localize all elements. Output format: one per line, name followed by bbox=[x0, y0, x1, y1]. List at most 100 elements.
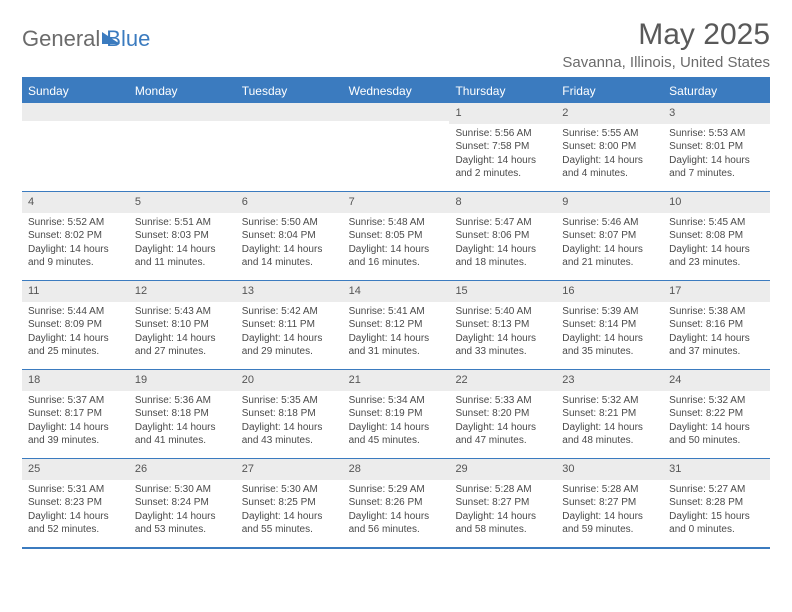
daylight-line: Daylight: 14 hours and 2 minutes. bbox=[455, 154, 550, 181]
day-details: Sunrise: 5:51 AMSunset: 8:03 PMDaylight:… bbox=[129, 213, 236, 276]
day-details: Sunrise: 5:48 AMSunset: 8:05 PMDaylight:… bbox=[343, 213, 450, 276]
sunrise-line: Sunrise: 5:51 AM bbox=[135, 216, 230, 230]
day-number: 18 bbox=[22, 370, 129, 391]
sunset-line: Sunset: 8:16 PM bbox=[669, 318, 764, 332]
day-details: Sunrise: 5:29 AMSunset: 8:26 PMDaylight:… bbox=[343, 480, 450, 543]
day-details: Sunrise: 5:56 AMSunset: 7:58 PMDaylight:… bbox=[449, 124, 556, 187]
day-cell: 13Sunrise: 5:42 AMSunset: 8:11 PMDayligh… bbox=[236, 281, 343, 369]
sunrise-line: Sunrise: 5:50 AM bbox=[242, 216, 337, 230]
sunrise-line: Sunrise: 5:33 AM bbox=[455, 394, 550, 408]
sunset-line: Sunset: 8:20 PM bbox=[455, 407, 550, 421]
daylight-line: Daylight: 14 hours and 14 minutes. bbox=[242, 243, 337, 270]
day-cell: 5Sunrise: 5:51 AMSunset: 8:03 PMDaylight… bbox=[129, 192, 236, 280]
day-number: 23 bbox=[556, 370, 663, 391]
sunrise-line: Sunrise: 5:55 AM bbox=[562, 127, 657, 141]
sunset-line: Sunset: 8:18 PM bbox=[242, 407, 337, 421]
day-cell: 17Sunrise: 5:38 AMSunset: 8:16 PMDayligh… bbox=[663, 281, 770, 369]
daylight-line: Daylight: 14 hours and 7 minutes. bbox=[669, 154, 764, 181]
daylight-line: Daylight: 14 hours and 52 minutes. bbox=[28, 510, 123, 537]
day-details: Sunrise: 5:52 AMSunset: 8:02 PMDaylight:… bbox=[22, 213, 129, 276]
sunset-line: Sunset: 8:13 PM bbox=[455, 318, 550, 332]
day-number: 11 bbox=[22, 281, 129, 302]
sunrise-line: Sunrise: 5:27 AM bbox=[669, 483, 764, 497]
daylight-line: Daylight: 14 hours and 43 minutes. bbox=[242, 421, 337, 448]
week-row: 4Sunrise: 5:52 AMSunset: 8:02 PMDaylight… bbox=[22, 191, 770, 280]
daylight-line: Daylight: 14 hours and 35 minutes. bbox=[562, 332, 657, 359]
day-details: Sunrise: 5:28 AMSunset: 8:27 PMDaylight:… bbox=[449, 480, 556, 543]
day-cell: 21Sunrise: 5:34 AMSunset: 8:19 PMDayligh… bbox=[343, 370, 450, 458]
week-row: 1Sunrise: 5:56 AMSunset: 7:58 PMDaylight… bbox=[22, 103, 770, 191]
sunset-line: Sunset: 8:19 PM bbox=[349, 407, 444, 421]
day-number bbox=[343, 103, 450, 121]
daylight-line: Daylight: 14 hours and 31 minutes. bbox=[349, 332, 444, 359]
sunset-line: Sunset: 8:05 PM bbox=[349, 229, 444, 243]
day-number: 21 bbox=[343, 370, 450, 391]
empty-cell bbox=[236, 103, 343, 191]
day-number: 17 bbox=[663, 281, 770, 302]
daylight-line: Daylight: 14 hours and 47 minutes. bbox=[455, 421, 550, 448]
sunrise-line: Sunrise: 5:44 AM bbox=[28, 305, 123, 319]
sunset-line: Sunset: 8:27 PM bbox=[562, 496, 657, 510]
daylight-line: Daylight: 14 hours and 9 minutes. bbox=[28, 243, 123, 270]
day-cell: 16Sunrise: 5:39 AMSunset: 8:14 PMDayligh… bbox=[556, 281, 663, 369]
day-header: Tuesday bbox=[236, 79, 343, 103]
sunrise-line: Sunrise: 5:34 AM bbox=[349, 394, 444, 408]
day-cell: 2Sunrise: 5:55 AMSunset: 8:00 PMDaylight… bbox=[556, 103, 663, 191]
calendar: SundayMondayTuesdayWednesdayThursdayFrid… bbox=[22, 77, 770, 549]
sunset-line: Sunset: 8:22 PM bbox=[669, 407, 764, 421]
day-details: Sunrise: 5:55 AMSunset: 8:00 PMDaylight:… bbox=[556, 124, 663, 187]
day-details: Sunrise: 5:38 AMSunset: 8:16 PMDaylight:… bbox=[663, 302, 770, 365]
location-text: Savanna, Illinois, United States bbox=[562, 54, 770, 71]
sunrise-line: Sunrise: 5:52 AM bbox=[28, 216, 123, 230]
sunset-line: Sunset: 8:10 PM bbox=[135, 318, 230, 332]
day-number: 16 bbox=[556, 281, 663, 302]
day-header: Wednesday bbox=[343, 79, 450, 103]
day-cell: 27Sunrise: 5:30 AMSunset: 8:25 PMDayligh… bbox=[236, 459, 343, 547]
day-details: Sunrise: 5:42 AMSunset: 8:11 PMDaylight:… bbox=[236, 302, 343, 365]
day-details: Sunrise: 5:46 AMSunset: 8:07 PMDaylight:… bbox=[556, 213, 663, 276]
sunrise-line: Sunrise: 5:36 AM bbox=[135, 394, 230, 408]
daylight-line: Daylight: 14 hours and 39 minutes. bbox=[28, 421, 123, 448]
day-cell: 8Sunrise: 5:47 AMSunset: 8:06 PMDaylight… bbox=[449, 192, 556, 280]
sunrise-line: Sunrise: 5:40 AM bbox=[455, 305, 550, 319]
day-cell: 19Sunrise: 5:36 AMSunset: 8:18 PMDayligh… bbox=[129, 370, 236, 458]
sunrise-line: Sunrise: 5:30 AM bbox=[242, 483, 337, 497]
day-number: 8 bbox=[449, 192, 556, 213]
daylight-line: Daylight: 14 hours and 37 minutes. bbox=[669, 332, 764, 359]
sunrise-line: Sunrise: 5:32 AM bbox=[669, 394, 764, 408]
day-details: Sunrise: 5:37 AMSunset: 8:17 PMDaylight:… bbox=[22, 391, 129, 454]
day-cell: 11Sunrise: 5:44 AMSunset: 8:09 PMDayligh… bbox=[22, 281, 129, 369]
daylight-line: Daylight: 14 hours and 58 minutes. bbox=[455, 510, 550, 537]
day-header: Monday bbox=[129, 79, 236, 103]
day-details: Sunrise: 5:32 AMSunset: 8:21 PMDaylight:… bbox=[556, 391, 663, 454]
day-details: Sunrise: 5:28 AMSunset: 8:27 PMDaylight:… bbox=[556, 480, 663, 543]
sunset-line: Sunset: 8:25 PM bbox=[242, 496, 337, 510]
day-cell: 31Sunrise: 5:27 AMSunset: 8:28 PMDayligh… bbox=[663, 459, 770, 547]
day-number: 4 bbox=[22, 192, 129, 213]
day-number: 15 bbox=[449, 281, 556, 302]
sunset-line: Sunset: 8:18 PM bbox=[135, 407, 230, 421]
sunset-line: Sunset: 8:09 PM bbox=[28, 318, 123, 332]
sunrise-line: Sunrise: 5:37 AM bbox=[28, 394, 123, 408]
day-details: Sunrise: 5:44 AMSunset: 8:09 PMDaylight:… bbox=[22, 302, 129, 365]
day-cell: 3Sunrise: 5:53 AMSunset: 8:01 PMDaylight… bbox=[663, 103, 770, 191]
sunrise-line: Sunrise: 5:35 AM bbox=[242, 394, 337, 408]
sunset-line: Sunset: 8:28 PM bbox=[669, 496, 764, 510]
daylight-line: Daylight: 14 hours and 50 minutes. bbox=[669, 421, 764, 448]
week-row: 11Sunrise: 5:44 AMSunset: 8:09 PMDayligh… bbox=[22, 280, 770, 369]
day-number: 10 bbox=[663, 192, 770, 213]
empty-cell bbox=[343, 103, 450, 191]
daylight-line: Daylight: 14 hours and 33 minutes. bbox=[455, 332, 550, 359]
daylight-line: Daylight: 14 hours and 29 minutes. bbox=[242, 332, 337, 359]
sunset-line: Sunset: 8:01 PM bbox=[669, 140, 764, 154]
day-details: Sunrise: 5:32 AMSunset: 8:22 PMDaylight:… bbox=[663, 391, 770, 454]
month-title: May 2025 bbox=[562, 18, 770, 52]
day-number: 20 bbox=[236, 370, 343, 391]
sunrise-line: Sunrise: 5:48 AM bbox=[349, 216, 444, 230]
sunset-line: Sunset: 8:11 PM bbox=[242, 318, 337, 332]
weeks-container: 1Sunrise: 5:56 AMSunset: 7:58 PMDaylight… bbox=[22, 103, 770, 547]
logo-text-2: Blue bbox=[106, 26, 150, 52]
day-details: Sunrise: 5:30 AMSunset: 8:24 PMDaylight:… bbox=[129, 480, 236, 543]
daylight-line: Daylight: 14 hours and 41 minutes. bbox=[135, 421, 230, 448]
daylight-line: Daylight: 14 hours and 23 minutes. bbox=[669, 243, 764, 270]
